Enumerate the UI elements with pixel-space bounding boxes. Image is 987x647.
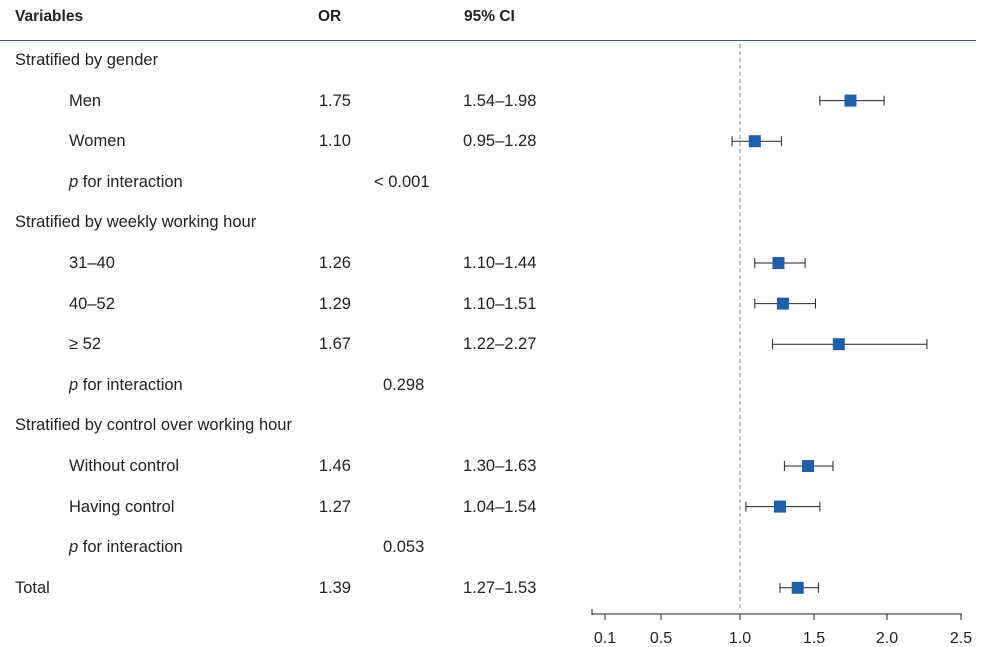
- x-tick-label: 1.0: [729, 630, 751, 647]
- or-marker: [773, 500, 786, 513]
- header-variables: Variables: [15, 8, 84, 25]
- p-value: 0.053: [383, 538, 425, 557]
- ci-value: 1.10–1.44: [463, 254, 537, 272]
- or-value: 1.39: [318, 578, 351, 597]
- row-label: 31–40: [69, 254, 115, 272]
- p-label-text: for interaction: [78, 375, 183, 394]
- or-marker: [776, 297, 789, 310]
- or-value: 1.67: [318, 335, 351, 354]
- or-value: 1.29: [318, 294, 351, 313]
- x-tick-label: 0.5: [650, 630, 672, 647]
- row-label: Having control: [69, 497, 175, 516]
- p-symbol: p: [69, 172, 79, 191]
- p-value: 0.298: [383, 375, 425, 394]
- group-label: Stratified by control over working hour: [15, 416, 292, 435]
- ci-value: 1.04–1.54: [463, 497, 537, 516]
- row-label: Women: [69, 132, 126, 151]
- x-tick-label: 2.0: [876, 630, 898, 647]
- ci-value: 0.95–1.28: [463, 132, 537, 151]
- p-label-text: for interaction: [78, 172, 183, 191]
- ci-value: 1.22–2.27: [463, 335, 537, 354]
- header-or: OR: [318, 8, 342, 25]
- or-value: 1.75: [318, 91, 351, 110]
- header-ci: 95% CI: [464, 8, 515, 25]
- or-value: 1.27: [318, 497, 351, 516]
- p-interaction-label: p for interaction: [69, 537, 183, 557]
- or-marker: [772, 257, 785, 269]
- header-rule: [0, 40, 976, 41]
- x-tick-label: 1.5: [803, 630, 825, 647]
- row-label: Men: [69, 91, 102, 110]
- ci-value: 1.30–1.63: [463, 457, 537, 475]
- p-value: < 0.001: [374, 172, 430, 191]
- row-label: ≥ 52: [69, 335, 101, 354]
- p-interaction-label: p for interaction: [69, 172, 183, 192]
- ci-value: 1.27–1.53: [463, 578, 537, 597]
- or-value: 1.46: [318, 457, 351, 475]
- p-symbol: p: [69, 538, 79, 557]
- group-label: Stratified by weekly working hour: [15, 213, 257, 232]
- or-value: 1.10: [318, 132, 351, 151]
- ci-value: 1.54–1.98: [463, 91, 537, 110]
- or-marker: [832, 338, 845, 351]
- or-marker: [748, 135, 761, 148]
- total-label: Total: [15, 578, 50, 597]
- x-tick-label: 2.5: [950, 630, 972, 647]
- p-label-text: for interaction: [78, 538, 183, 557]
- ci-value: 1.10–1.51: [463, 294, 537, 313]
- or-marker: [791, 581, 804, 594]
- or-value: 1.26: [318, 254, 351, 272]
- p-interaction-label: p for interaction: [69, 375, 183, 395]
- p-symbol: p: [69, 375, 79, 394]
- row-label: Without control: [69, 457, 180, 475]
- or-marker: [844, 94, 857, 107]
- or-marker: [802, 460, 815, 472]
- row-label: 40–52: [69, 294, 115, 313]
- group-label: Stratified by gender: [15, 51, 159, 69]
- x-tick-label: 0.1: [594, 630, 616, 647]
